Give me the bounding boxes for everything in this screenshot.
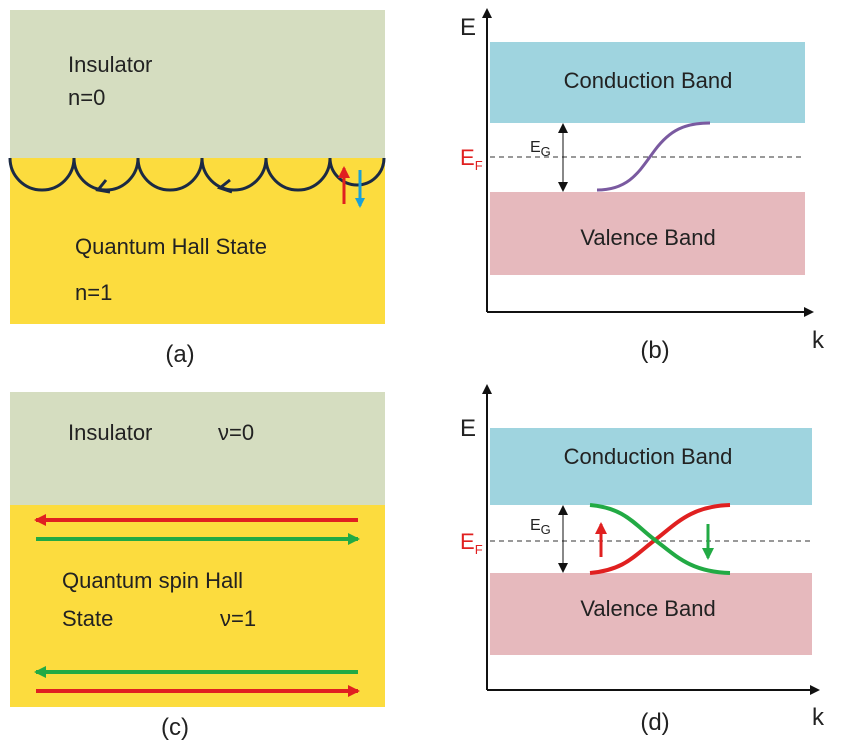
band-label: Conduction Band xyxy=(564,444,733,469)
text-part: F xyxy=(475,158,483,173)
panel-a: Insulator n=0 Quantum Hall State n=1 (a) xyxy=(10,10,385,368)
insulator-region xyxy=(10,10,385,158)
text-part: G xyxy=(541,144,551,159)
text-part: E xyxy=(460,145,475,170)
label: Insulator xyxy=(68,52,152,77)
axis-label: k xyxy=(812,704,825,731)
label: State xyxy=(62,606,113,631)
gap-label: EG xyxy=(530,139,551,159)
panel-b: Conduction Band Valence Band E k EG EF (… xyxy=(460,10,825,364)
figure: Insulator n=0 Quantum Hall State n=1 (a)… xyxy=(0,0,844,749)
label: Insulator xyxy=(68,420,152,445)
label: Quantum Hall State xyxy=(75,234,267,259)
insulator-region xyxy=(10,392,385,505)
axis-label: k xyxy=(812,327,825,354)
text-part: E xyxy=(530,517,541,534)
axis-label: E xyxy=(460,415,476,442)
caption: (b) xyxy=(640,337,669,364)
axis-label: E xyxy=(460,14,476,41)
text-part: G xyxy=(541,522,551,537)
caption: (c) xyxy=(161,714,189,741)
caption: (a) xyxy=(165,341,194,368)
gap-label: EG xyxy=(530,517,551,537)
label: Quantum spin Hall xyxy=(62,568,243,593)
label: ν=1 xyxy=(220,606,256,631)
fermi-label: EF xyxy=(460,145,483,173)
band-label: Valence Band xyxy=(580,225,715,250)
fermi-label: EF xyxy=(460,529,483,557)
text-part: F xyxy=(475,542,483,557)
label: n=1 xyxy=(75,280,112,305)
band-label: Valence Band xyxy=(580,596,715,621)
panel-c: Insulator ν=0 Quantum spin Hall State ν=… xyxy=(10,392,385,741)
panel-d: Conduction Band Valence Band E k EG EF (… xyxy=(460,386,825,736)
label: ν=0 xyxy=(218,420,254,445)
text-part: E xyxy=(530,139,541,156)
band-label: Conduction Band xyxy=(564,68,733,93)
caption: (d) xyxy=(640,709,669,736)
label: n=0 xyxy=(68,85,105,110)
text-part: E xyxy=(460,529,475,554)
